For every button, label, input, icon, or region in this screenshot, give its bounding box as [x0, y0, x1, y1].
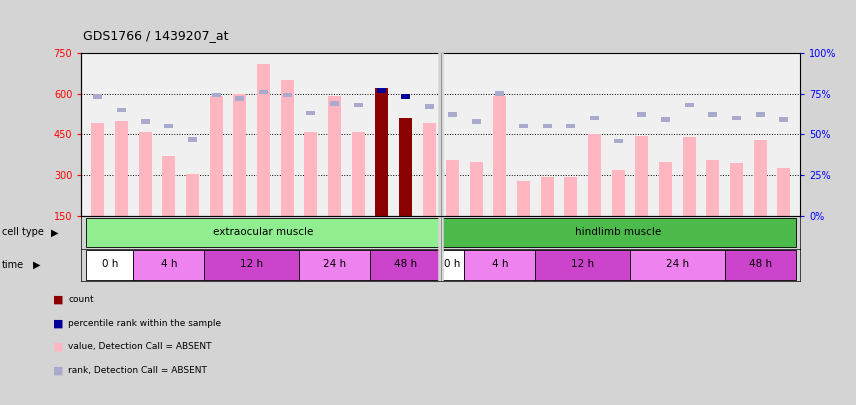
Bar [659, 162, 672, 216]
Bar [425, 104, 433, 109]
Bar [235, 96, 244, 101]
Bar [139, 132, 152, 216]
Bar [725, 250, 795, 280]
Bar [588, 134, 601, 216]
Bar [210, 96, 223, 216]
Bar [441, 250, 465, 280]
Bar [706, 160, 719, 216]
Bar [330, 101, 339, 106]
Bar [188, 137, 197, 142]
Bar [449, 113, 457, 117]
Bar [536, 250, 630, 280]
Bar [732, 116, 741, 120]
Bar [257, 64, 270, 216]
Bar [567, 124, 575, 128]
Text: extraocular muscle: extraocular muscle [213, 227, 313, 237]
Bar [590, 116, 599, 120]
Bar [496, 91, 504, 96]
Text: ▶: ▶ [51, 228, 59, 237]
Bar [259, 90, 268, 94]
Bar [164, 124, 173, 128]
Text: 0 h: 0 h [444, 260, 461, 269]
Bar [638, 113, 646, 117]
Bar [186, 174, 199, 216]
Bar [370, 250, 441, 280]
Text: percentile rank within the sample: percentile rank within the sample [68, 319, 222, 328]
Text: ■: ■ [53, 342, 63, 352]
Text: cell type: cell type [2, 228, 44, 237]
Bar [683, 137, 696, 216]
Bar [777, 168, 790, 216]
Bar [779, 117, 788, 122]
Text: 4 h: 4 h [491, 260, 508, 269]
Bar [661, 117, 670, 122]
Text: value, Detection Call = ABSENT: value, Detection Call = ABSENT [68, 342, 212, 351]
Bar [140, 119, 150, 124]
Bar [446, 160, 459, 216]
Text: 4 h: 4 h [161, 260, 177, 269]
Bar [211, 93, 221, 98]
Bar [205, 250, 299, 280]
Text: GDS1766 / 1439207_at: GDS1766 / 1439207_at [83, 30, 229, 43]
Bar [470, 162, 483, 216]
Bar [612, 170, 625, 216]
Bar [399, 118, 412, 216]
Bar [117, 108, 126, 112]
Bar [86, 218, 441, 247]
Text: hindlimb muscle: hindlimb muscle [575, 227, 662, 237]
Bar [756, 113, 764, 117]
Text: ▶: ▶ [33, 260, 40, 270]
Bar [306, 111, 315, 115]
Text: 12 h: 12 h [240, 260, 263, 269]
Bar [352, 132, 365, 216]
Bar [630, 250, 725, 280]
Bar [328, 96, 341, 216]
Bar [564, 177, 578, 216]
Bar [93, 94, 103, 99]
Bar [614, 139, 622, 143]
Text: 24 h: 24 h [323, 260, 346, 269]
Bar [517, 181, 530, 216]
Text: ■: ■ [53, 295, 63, 305]
Text: 12 h: 12 h [571, 260, 594, 269]
Bar [304, 132, 318, 216]
Bar [234, 94, 247, 216]
Bar [354, 102, 363, 107]
Bar [543, 124, 552, 128]
Text: ■: ■ [53, 365, 63, 375]
Bar [377, 88, 386, 92]
Text: time: time [2, 260, 24, 270]
Bar [401, 94, 410, 99]
Bar [709, 113, 717, 117]
Bar [282, 93, 292, 98]
Bar [472, 119, 481, 124]
Bar [92, 124, 104, 216]
Bar [163, 156, 175, 216]
Bar [541, 177, 554, 216]
Bar [493, 96, 507, 216]
Bar [115, 121, 128, 216]
Bar [519, 124, 528, 128]
Text: 48 h: 48 h [394, 260, 417, 269]
Bar [134, 250, 205, 280]
Bar [685, 102, 693, 107]
Bar [441, 218, 795, 247]
Bar [299, 250, 370, 280]
Bar [375, 88, 389, 216]
Text: 48 h: 48 h [749, 260, 772, 269]
Bar [86, 250, 134, 280]
Text: rank, Detection Call = ABSENT: rank, Detection Call = ABSENT [68, 366, 207, 375]
Text: 24 h: 24 h [666, 260, 689, 269]
Bar [465, 250, 536, 280]
Text: count: count [68, 295, 94, 304]
Bar [730, 163, 743, 216]
Bar [281, 80, 294, 216]
Text: 0 h: 0 h [102, 260, 118, 269]
Bar [423, 124, 436, 216]
Bar [635, 136, 648, 216]
Text: ■: ■ [53, 318, 63, 328]
Bar [753, 140, 767, 216]
